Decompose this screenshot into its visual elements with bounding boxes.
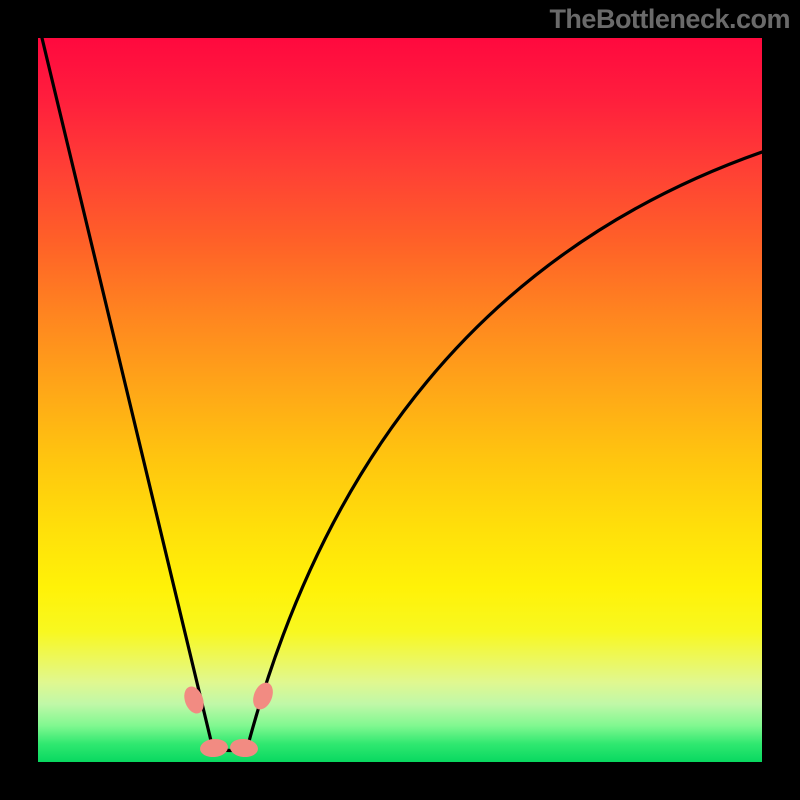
chart-frame: TheBottleneck.com [0, 0, 800, 800]
gradient-background [38, 38, 762, 762]
watermark-text: TheBottleneck.com [549, 4, 790, 35]
plot-viewport [38, 38, 762, 762]
bottleneck-curve-chart [0, 0, 800, 800]
